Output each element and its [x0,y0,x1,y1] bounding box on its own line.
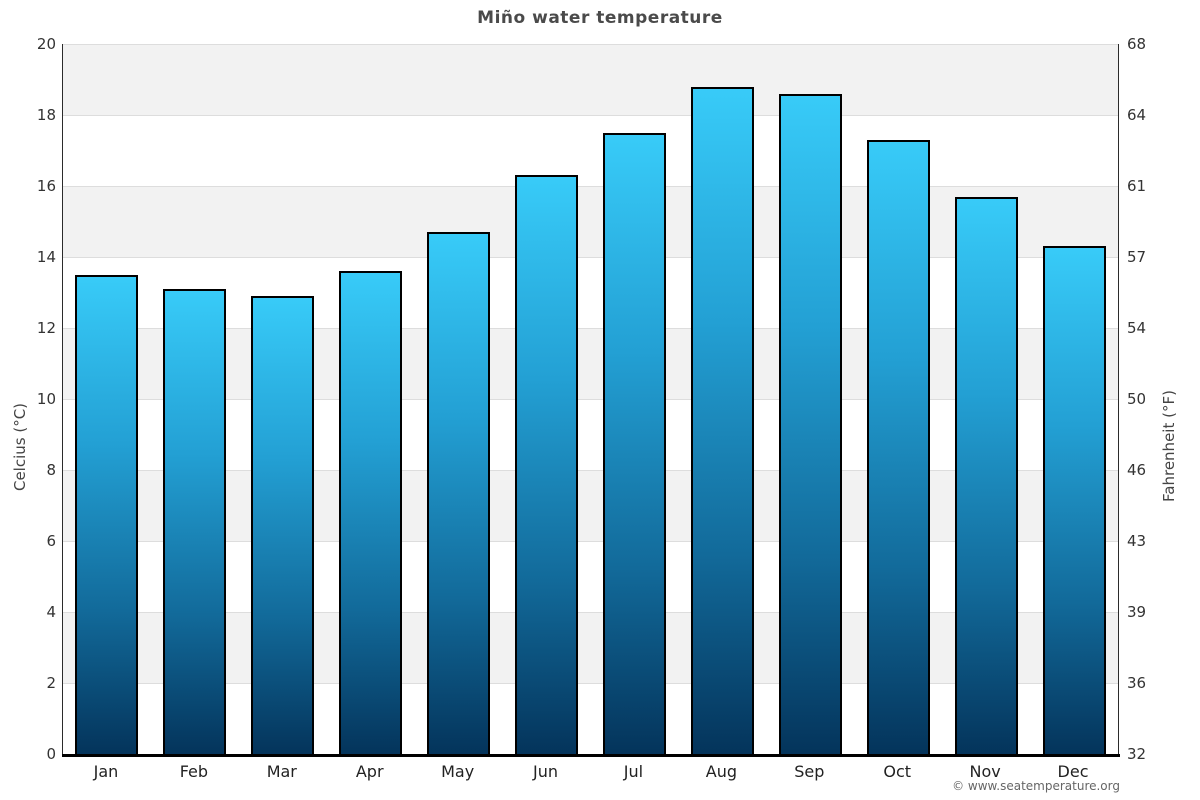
gridline [63,399,1118,400]
background-band [63,186,1118,257]
fahrenheit-tick-label: 54 [1127,319,1147,337]
celsius-tick-label: 8 [46,461,56,479]
bar-sep [778,93,842,754]
celsius-tick-label: 4 [46,603,56,621]
month-label-oct: Oct [883,762,912,781]
gridline [63,257,1118,258]
month-label-aug: Aug [705,762,737,781]
gridline [63,186,1118,187]
fahrenheit-tick-label: 61 [1127,177,1147,195]
x-axis-line [62,754,1120,757]
month-label-feb: Feb [179,762,209,781]
background-band [63,612,1118,683]
month-label-apr: Apr [355,762,384,781]
fahrenheit-tick-label: 50 [1127,390,1147,408]
bar-jul [602,132,666,754]
bar-apr [339,271,403,754]
background-band [63,44,1118,115]
fahrenheit-tick-label: 43 [1127,532,1147,550]
celsius-tick-label: 2 [46,674,56,692]
bar-may [427,232,491,754]
bar-nov [954,196,1018,754]
bar-dec [1042,246,1106,754]
month-label-nov: Nov [969,762,1001,781]
month-label-sep: Sep [794,762,825,781]
fahrenheit-tick-label: 46 [1127,461,1147,479]
background-band [63,115,1118,186]
celsius-tick-label: 10 [36,390,56,408]
celsius-tick-label: 12 [36,319,56,337]
bar-jan [75,274,139,754]
fahrenheit-tick-label: 57 [1127,248,1147,266]
bar-aug [690,86,754,754]
gridline [63,683,1118,684]
bar-jun [515,175,579,754]
month-label-mar: Mar [266,762,297,781]
fahrenheit-tick-label: 32 [1127,745,1147,763]
month-label-jun: Jun [533,762,559,781]
background-band [63,399,1118,470]
background-band [63,470,1118,541]
celsius-tick-label: 20 [36,35,56,53]
month-label-jan: Jan [93,762,119,781]
plot-area [62,44,1119,754]
month-label-may: May [441,762,475,781]
fahrenheit-tick-label: 36 [1127,674,1147,692]
gridline [63,612,1118,613]
gridline [63,328,1118,329]
gridline [63,470,1118,471]
background-band [63,541,1118,612]
gridline [63,44,1118,45]
watermark-credit: © www.seatemperature.org [952,779,1120,793]
gridline [63,115,1118,116]
chart-title: Miño water temperature [477,8,723,28]
bar-feb [163,288,227,754]
month-label-jul: Jul [623,762,644,781]
background-band [63,328,1118,399]
gridline [63,541,1118,542]
bar-mar [251,296,315,754]
background-band [63,257,1118,328]
celsius-tick-label: 14 [36,248,56,266]
celsius-tick-label: 18 [36,106,56,124]
bar-oct [866,139,930,754]
fahrenheit-tick-label: 68 [1127,35,1147,53]
background-band [63,683,1118,754]
celsius-tick-label: 6 [46,532,56,550]
fahrenheit-tick-label: 64 [1127,106,1147,124]
fahrenheit-tick-label: 39 [1127,603,1147,621]
celsius-tick-label: 0 [46,745,56,763]
month-label-dec: Dec [1057,762,1089,781]
celsius-tick-label: 16 [36,177,56,195]
